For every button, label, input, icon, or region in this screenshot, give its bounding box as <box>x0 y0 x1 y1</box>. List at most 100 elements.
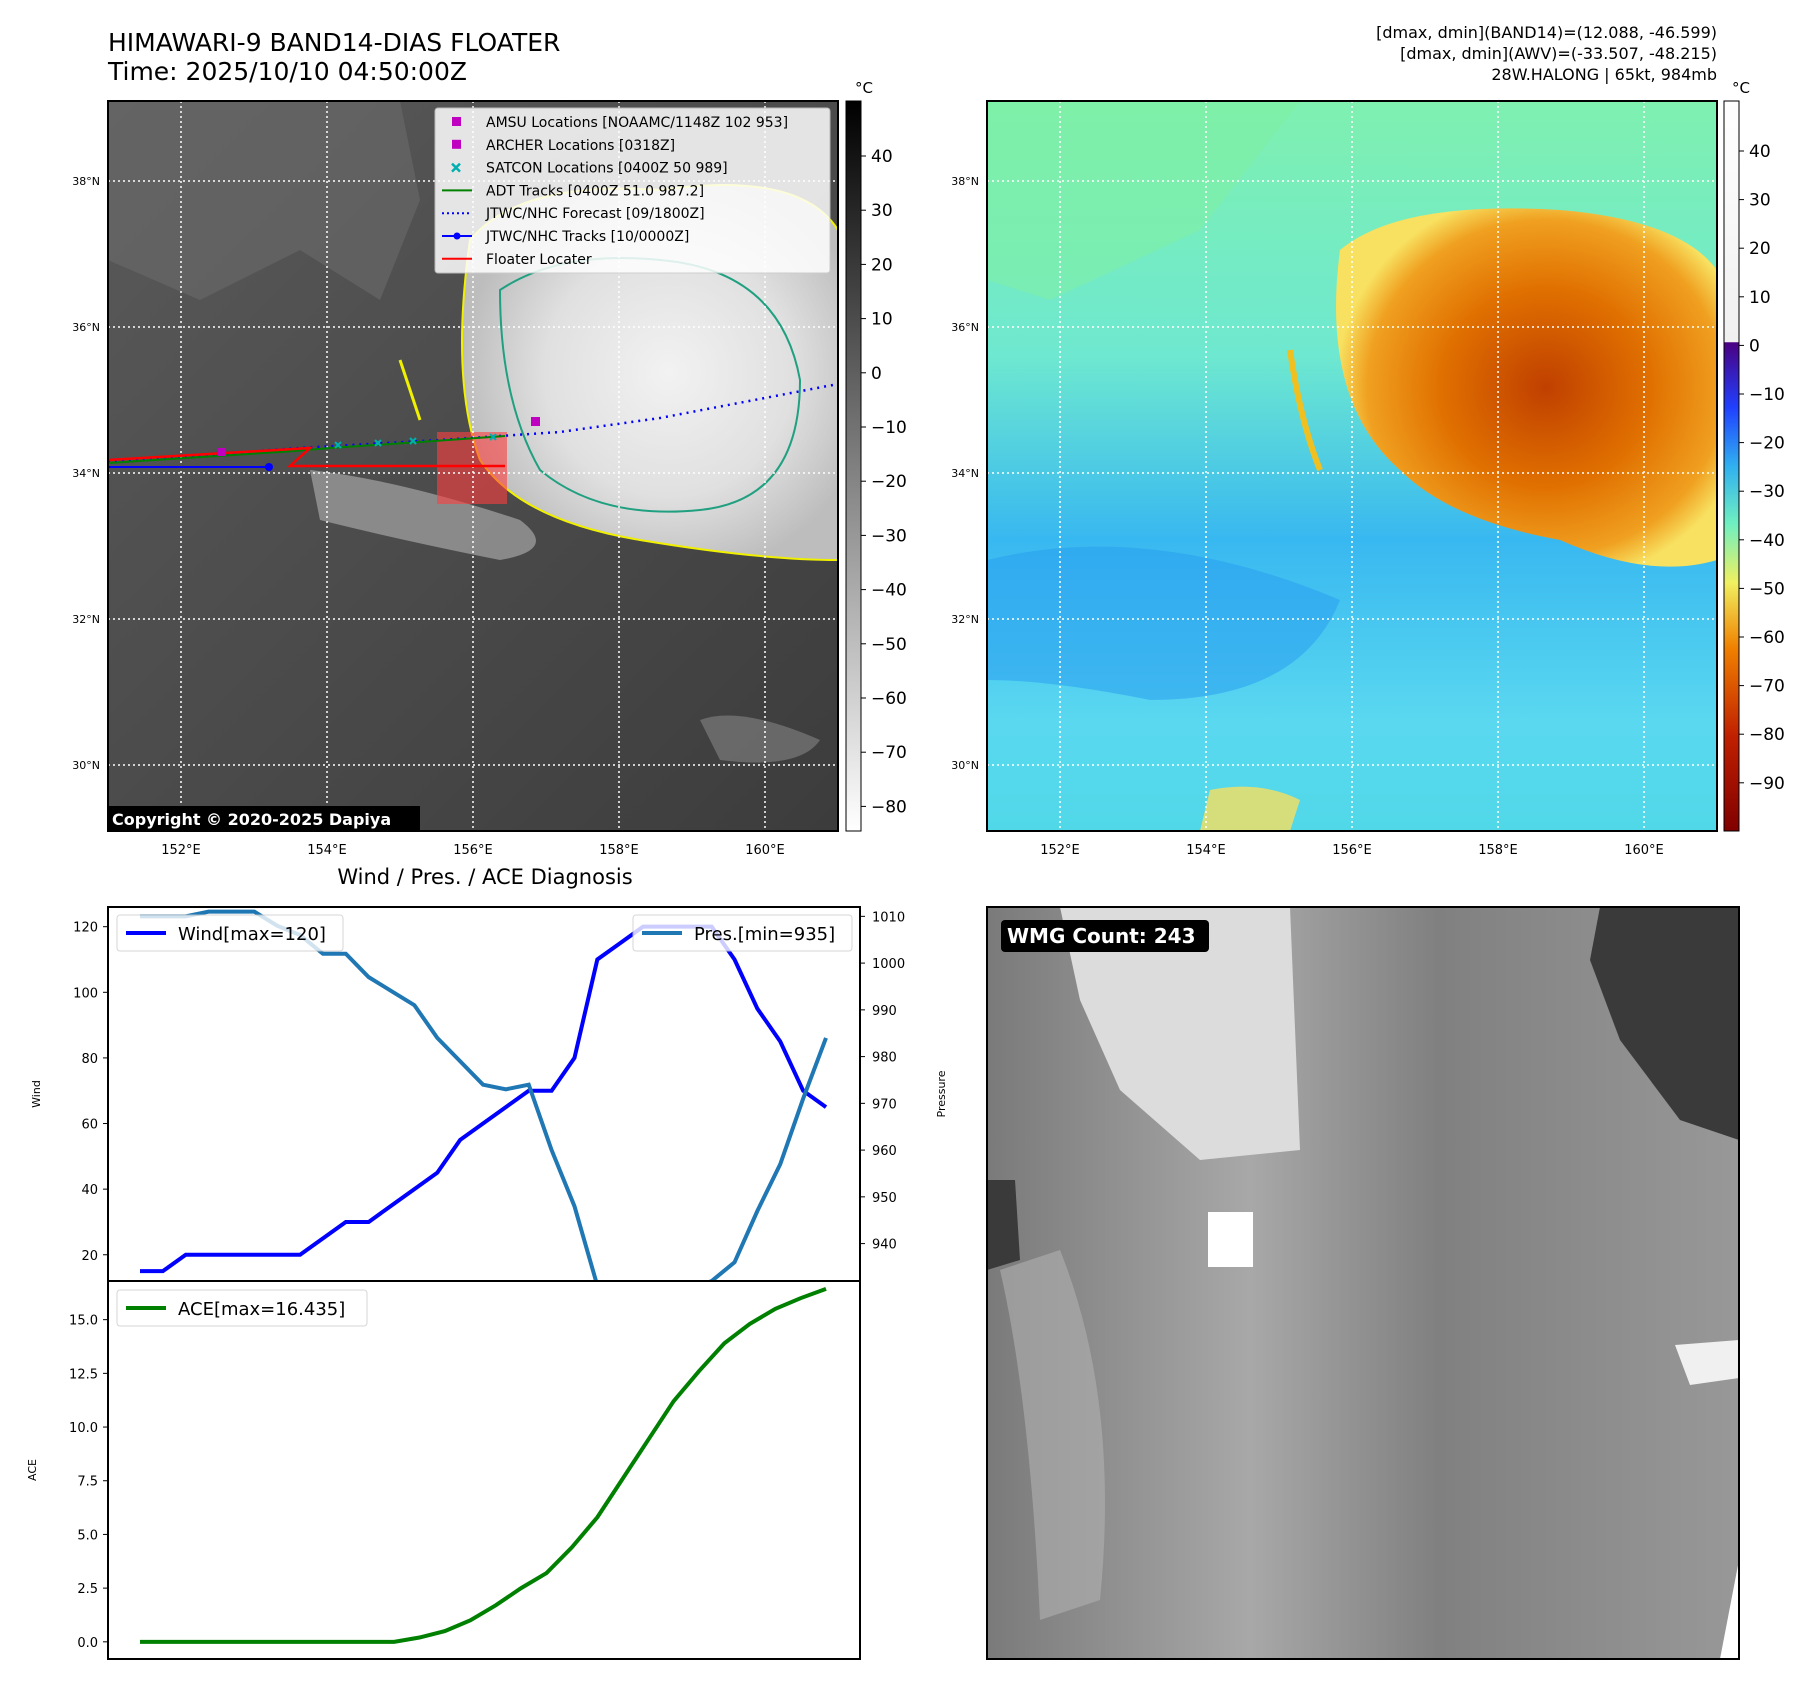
legend-label: JTWC/NHC Forecast [09/1800Z] <box>485 206 705 222</box>
wind-tick-label: 120 <box>73 921 98 936</box>
pressure-tick-label: 940 <box>872 1238 897 1253</box>
lon-tick-label: 152°E <box>161 843 201 858</box>
dmax-awv: [dmax, dmin](AWV)=(-33.507, -48.215) <box>1400 44 1717 63</box>
amsu-marker <box>531 417 540 426</box>
pressure-axis-label: Pressure <box>935 1070 948 1117</box>
dias-storm <box>1336 208 1717 567</box>
ace-tick-label: 12.5 <box>69 1367 98 1382</box>
lon-tick-label: 156°E <box>1332 843 1372 858</box>
colorbar-tick-label: 40 <box>1749 142 1771 162</box>
wind-tick-label: 20 <box>81 1249 98 1264</box>
best-track-point <box>265 463 273 471</box>
colorbar-tick-label: −50 <box>1749 579 1785 599</box>
ace-tick-label: 5.0 <box>77 1528 98 1543</box>
ace-tick-label: 10.0 <box>69 1421 98 1436</box>
lat-tick-label: 32°N <box>951 613 979 626</box>
wmg-edge <box>1720 1560 1739 1659</box>
colorbar-tick-label: −70 <box>871 743 907 763</box>
colorbar-tick-label: −80 <box>871 797 907 817</box>
colorbar-tick-label: −30 <box>871 526 907 546</box>
legend-label: ADT Tracks [0400Z 51.0 987.2] <box>486 183 704 199</box>
dias-colorbar: °C 40 30 20 10 0 −10 −20 −30 −40 −50 −60 −70 −80 −90 <box>1723 79 1785 832</box>
colorbar-tick-label: 30 <box>1749 191 1771 211</box>
floater-box <box>437 432 507 504</box>
dias-region-south <box>1200 786 1300 831</box>
lon-tick-label: 154°E <box>307 843 347 858</box>
ir-map-frame <box>107 100 839 832</box>
colorbar-tick-label: −30 <box>1749 482 1785 502</box>
colorbar-tick-label: 20 <box>871 255 893 275</box>
pressure-tick-label: 980 <box>872 1051 897 1066</box>
dias-region-nw <box>987 101 1300 300</box>
pressure-legend-box <box>632 914 853 952</box>
wind-tick-label: 60 <box>81 1118 98 1133</box>
ace-tick-label: 0.0 <box>77 1636 98 1651</box>
colorbar-tick-label: 30 <box>871 201 893 221</box>
colorbar-tick-label: −20 <box>871 472 907 492</box>
ir-storm-cloud <box>462 185 838 560</box>
ir-map-legend: AMSU Locations [NOAAMC/1148Z 102 953] ARC… <box>434 107 831 274</box>
lon-tick-label: 152°E <box>1040 843 1080 858</box>
legend-item: SATCON Locations [0400Z 50 989] <box>451 161 728 177</box>
wind-legend-box <box>116 914 344 952</box>
copyright-box <box>108 806 420 832</box>
archer-marker <box>218 448 226 456</box>
dias-map-panel: 152°E 154°E 156°E 158°E 160°E 38°N 36°N 34°N 32… <box>951 100 1718 858</box>
legend-item: Floater Locater <box>442 252 592 268</box>
figure-time: Time: 2025/10/10 04:50:00Z <box>107 57 467 86</box>
legend-item: AMSU Locations [NOAAMC/1148Z 102 953] <box>452 115 788 131</box>
colorbar-tick-label: −90 <box>1749 774 1785 794</box>
colorbar-tick-label: −40 <box>871 581 907 601</box>
wind-pressure-chart: 20 40 60 80 100 120 940 950 960 970 980 990 1000 1010… <box>30 906 948 1321</box>
adt-track <box>108 435 506 464</box>
legend-item: JTWC/NHC Forecast [09/1800Z] <box>442 206 705 222</box>
wmg-white-patch-e <box>1675 1340 1739 1385</box>
colorbar-tick-label: −20 <box>1749 434 1785 454</box>
pressure-tick-label: 1000 <box>872 957 905 972</box>
dias-gridlines <box>987 101 1717 831</box>
lat-tick-label: 32°N <box>72 613 100 626</box>
lat-tick-label: 30°N <box>951 759 979 772</box>
floater-track <box>108 446 505 468</box>
ir-cloud-south <box>700 715 820 763</box>
diagnosis-title: Wind / Pres. / ACE Diagnosis <box>337 865 632 889</box>
ace-chart: 0.0 2.5 5.0 7.5 10.0 12.5 15.0 ACE ACE[max=16.43… <box>26 1280 861 1660</box>
wind-tick-label: 80 <box>81 1052 98 1067</box>
dmax-band14: [dmax, dmin](BAND14)=(12.088, -46.599) <box>1376 23 1717 42</box>
legend-item: JTWC/NHC Tracks [10/0000Z] <box>442 229 689 245</box>
legend-marker <box>452 139 461 149</box>
colorbar-tick-label: −80 <box>1749 725 1785 745</box>
ace-tick-label: 7.5 <box>77 1475 98 1490</box>
satcon-markers <box>334 433 497 449</box>
wmg-white-patch <box>1208 1212 1253 1267</box>
wmg-bright-region <box>1060 907 1300 1160</box>
wind-axis-label: Wind <box>30 1080 43 1108</box>
lat-tick-label: 34°N <box>72 467 100 480</box>
colorbar-tick-label: −40 <box>1749 531 1785 551</box>
legend-marker <box>451 162 461 173</box>
pressure-tick-label: 950 <box>872 1191 897 1206</box>
lat-tick-label: 38°N <box>951 175 979 188</box>
figure-title: HIMAWARI-9 BAND14-DIAS FLOATER <box>108 28 560 57</box>
legend-label: SATCON Locations [0400Z 50 989] <box>486 161 728 177</box>
colorbar-tick-label: −50 <box>871 635 907 655</box>
wmg-dark-region-w <box>987 1180 1020 1270</box>
wind-tick-label: 100 <box>73 986 98 1001</box>
ir-contour-small <box>398 359 422 421</box>
wmg-light-streak <box>1000 1250 1105 1620</box>
lon-tick-label: 160°E <box>1624 843 1664 858</box>
wind-tick-label: 40 <box>81 1183 98 1198</box>
wmg-dark-region-ne <box>1590 907 1739 1140</box>
ace-axis-label: ACE <box>26 1459 39 1481</box>
legend-label: ARCHER Locations [0318Z] <box>486 138 675 154</box>
legend-label: AMSU Locations [NOAAMC/1148Z 102 953] <box>486 115 788 131</box>
ace-line <box>140 1286 827 1644</box>
colorbar-tick-label: −70 <box>1749 677 1785 697</box>
lat-tick-label: 30°N <box>72 759 100 772</box>
pressure-tick-label: 960 <box>872 1144 897 1159</box>
colorbar-tick-label: 10 <box>871 310 893 330</box>
legend-item: ADT Tracks [0400Z 51.0 987.2] <box>442 183 704 199</box>
legend-marker-dot <box>453 232 461 240</box>
lon-tick-label: 158°E <box>1478 843 1518 858</box>
